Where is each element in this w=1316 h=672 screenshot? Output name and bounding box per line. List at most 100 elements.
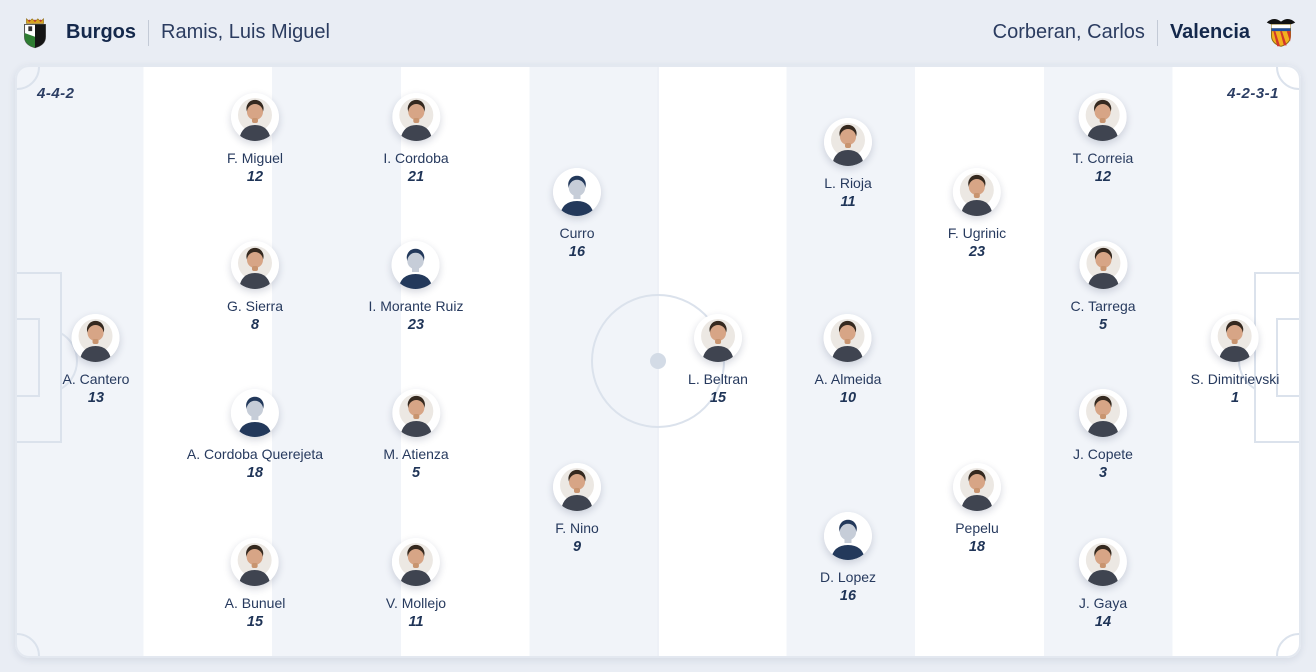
player-number: 16 [569, 244, 585, 260]
header-divider [1157, 20, 1158, 46]
player-number: 10 [840, 390, 856, 406]
player-node[interactable]: D. Lopez 16 [820, 512, 876, 604]
player-number: 11 [840, 194, 855, 210]
player-photo [72, 314, 120, 362]
player-name: L. Beltran [688, 371, 748, 387]
player-name: D. Lopez [820, 569, 876, 585]
player-avatar [1211, 314, 1259, 362]
player-node[interactable]: F. Ugrinic23 [948, 168, 1006, 260]
player-name: M. Atienza [383, 446, 448, 462]
player-photo [1079, 389, 1127, 437]
center-spot [650, 353, 666, 369]
player-photo [694, 314, 742, 362]
header-divider [148, 20, 149, 46]
player-number: 12 [247, 169, 263, 185]
player-silhouette [824, 512, 872, 560]
player-photo [553, 463, 601, 511]
player-number: 1 [1231, 390, 1239, 406]
player-avatar [824, 512, 872, 560]
player-node[interactable]: A. Almeida 10 [815, 314, 882, 406]
player-name: F. Miguel [227, 150, 283, 166]
player-number: 15 [710, 390, 726, 406]
player-name: L. Rioja [824, 175, 871, 191]
player-avatar [72, 314, 120, 362]
player-number: 18 [969, 539, 985, 555]
player-photo [824, 314, 872, 362]
player-photo [953, 463, 1001, 511]
player-node[interactable]: Pepelu 18 [953, 463, 1001, 555]
player-name: Curro [559, 225, 594, 241]
player-avatar [392, 538, 440, 586]
player-node[interactable]: A. Bunuel15 [225, 538, 286, 630]
player-number: 16 [840, 588, 856, 604]
player-number: 11 [408, 614, 423, 630]
player-name: A. Cantero [63, 371, 130, 387]
player-avatar [694, 314, 742, 362]
player-node[interactable]: L. Rioja 11 [824, 118, 872, 210]
player-photo [953, 168, 1001, 216]
player-name: A. Almeida [815, 371, 882, 387]
away-coach-name: Corberan, Carlos [993, 21, 1145, 44]
burgos-crest-icon [16, 14, 54, 52]
player-photo [231, 538, 279, 586]
player-number: 18 [247, 465, 263, 481]
player-avatar [392, 93, 440, 141]
player-node[interactable]: C. Tarrega5 [1070, 241, 1135, 333]
player-photo [1079, 93, 1127, 141]
player-node[interactable]: M. Atienza 5 [383, 389, 448, 481]
player-photo [1079, 538, 1127, 586]
player-photo [392, 389, 440, 437]
player-node[interactable]: Curro 16 [553, 168, 601, 260]
player-number: 8 [251, 317, 259, 333]
player-name: J. Copete [1073, 446, 1133, 462]
player-node[interactable]: T. Correia12 [1073, 93, 1134, 185]
player-node[interactable]: F. Nino 9 [553, 463, 601, 555]
player-avatar [953, 463, 1001, 511]
player-name: S. Dimitrievski [1191, 371, 1280, 387]
player-node[interactable]: F. Miguel 12 [227, 93, 283, 185]
player-silhouette [392, 241, 440, 289]
player-node[interactable]: G. Sierra8 [227, 241, 283, 333]
player-number: 9 [573, 539, 581, 555]
player-silhouette [553, 168, 601, 216]
player-node[interactable]: I. Cordoba21 [383, 93, 448, 185]
player-node[interactable]: I. Morante Ruiz 23 [369, 241, 464, 333]
away-team-block: Corberan, Carlos Valencia [993, 14, 1300, 52]
home-formation-label: 4-4-2 [37, 85, 75, 102]
player-avatar [953, 168, 1001, 216]
player-avatar [1079, 538, 1127, 586]
player-name: I. Morante Ruiz [369, 298, 464, 314]
player-name: F. Nino [555, 520, 599, 536]
player-node[interactable]: A. Cantero 13 [63, 314, 130, 406]
player-number: 13 [88, 390, 104, 406]
away-formation-label: 4-2-3-1 [1227, 85, 1279, 102]
player-node[interactable]: L. Beltran 15 [688, 314, 748, 406]
player-photo [824, 118, 872, 166]
player-name: T. Correia [1073, 150, 1134, 166]
player-photo [1079, 241, 1127, 289]
away-team-name: Valencia [1170, 21, 1250, 44]
pitch: 4-4-2 4-2-3-1 A. Cantero 13 F. Miguel 12 G… [15, 65, 1301, 658]
player-number: 23 [408, 317, 424, 333]
player-avatar [1079, 389, 1127, 437]
home-coach-name: Ramis, Luis Miguel [161, 21, 330, 44]
player-avatar [1079, 241, 1127, 289]
player-node[interactable]: J. Gaya14 [1079, 538, 1127, 630]
player-number: 5 [412, 465, 420, 481]
player-avatar [824, 118, 872, 166]
player-node[interactable]: J. Copete3 [1073, 389, 1133, 481]
player-photo [231, 241, 279, 289]
player-number: 23 [969, 244, 985, 260]
player-avatar [553, 463, 601, 511]
player-name: I. Cordoba [383, 150, 448, 166]
player-avatar [231, 538, 279, 586]
player-name: Pepelu [955, 520, 999, 536]
player-node[interactable]: V. Mollejo 11 [386, 538, 446, 630]
player-node[interactable]: A. Cordoba Querejeta18 [187, 389, 323, 481]
player-node[interactable]: S. Dimitrievski 1 [1191, 314, 1280, 406]
home-team-name: Burgos [66, 21, 136, 44]
player-number: 5 [1099, 317, 1107, 333]
player-name: V. Mollejo [386, 595, 446, 611]
player-number: 14 [1095, 614, 1111, 630]
player-avatar [231, 241, 279, 289]
